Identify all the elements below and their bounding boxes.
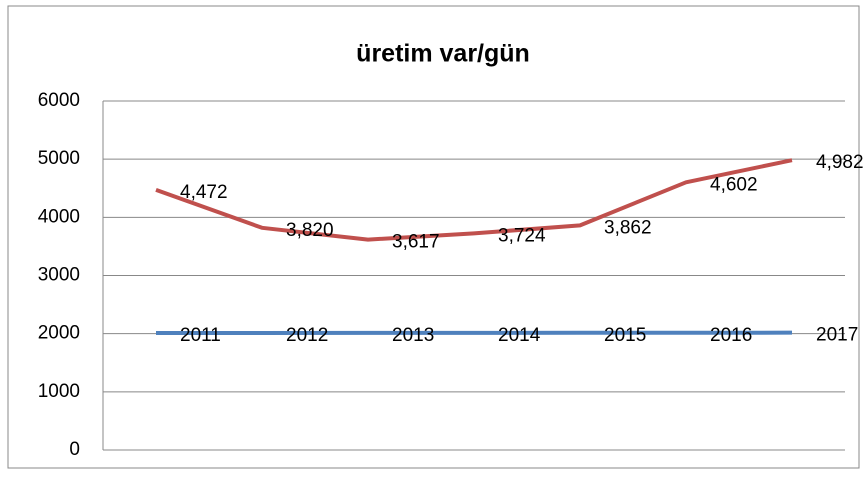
y-tick-label: 2000: [38, 323, 80, 344]
data-label: 3,724: [498, 225, 546, 246]
data-label: 2014: [498, 325, 541, 346]
y-tick-label: 5000: [38, 148, 80, 169]
series-line: [155, 158, 793, 242]
y-tick-label: 1000: [38, 381, 80, 402]
data-label: 4,982: [816, 152, 864, 173]
data-label: 3,820: [286, 220, 334, 241]
data-label: 2015: [604, 325, 646, 346]
y-tick-label: 0: [69, 439, 80, 460]
data-label: 4,472: [180, 182, 228, 203]
y-tick-label: 4000: [38, 206, 80, 227]
data-label: 3,617: [392, 232, 440, 253]
data-label: 2013: [392, 325, 434, 346]
data-label: 4,602: [710, 174, 758, 195]
chart-title: üretim var/gün: [356, 40, 530, 68]
data-label: 2012: [286, 325, 328, 346]
data-label: 2011: [180, 325, 221, 346]
y-tick-label: 3000: [38, 265, 80, 286]
data-label: 3,862: [604, 217, 652, 238]
data-label: 2016: [710, 325, 752, 346]
y-tick-label: 6000: [38, 90, 80, 111]
data-label: 2017: [816, 325, 858, 346]
